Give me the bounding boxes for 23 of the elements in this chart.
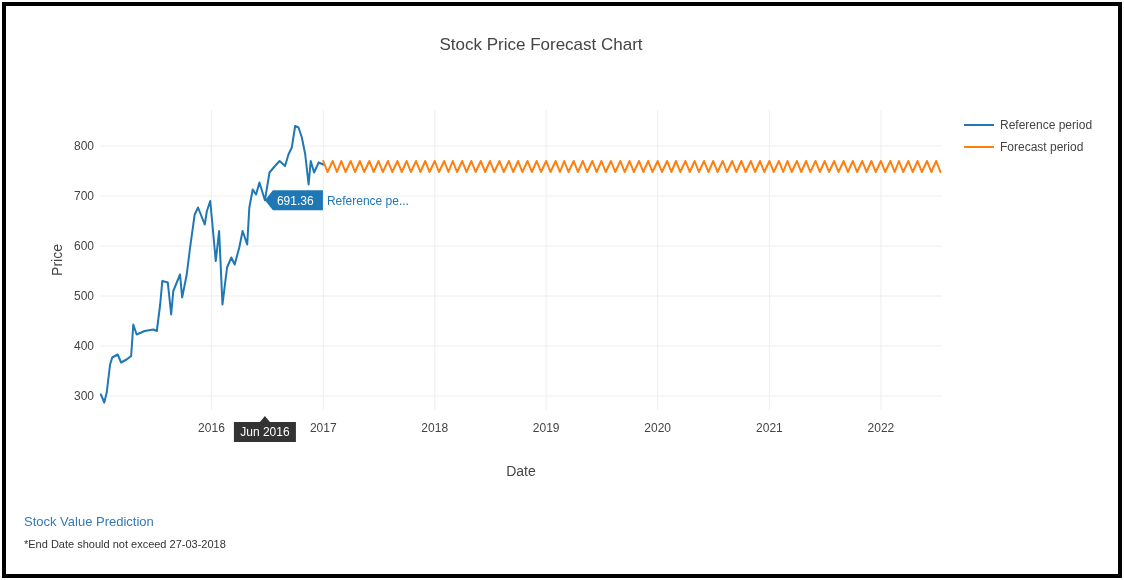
legend-label: Forecast period: [1000, 140, 1084, 155]
x-tick-label: 2021: [756, 421, 784, 435]
chart-title: Stock Price Forecast Chart: [439, 35, 643, 54]
x-tick-label: 2022: [867, 421, 895, 435]
x-tick-label: 2017: [309, 421, 337, 435]
x-tick-label: 2020: [644, 421, 672, 435]
legend-label: Reference period: [1000, 118, 1093, 133]
x-tick-label: 2019: [532, 421, 560, 435]
text: Stock Value Prediction: [24, 514, 154, 529]
y-tick-label: 600: [73, 239, 95, 254]
y-axis-title: Price: [49, 243, 65, 276]
x-tick-label: 2018: [421, 421, 449, 435]
y-tick-label: 300: [73, 389, 95, 404]
annotation: 691.36 Reference pe...: [276, 193, 409, 208]
y-tick-label: 800: [73, 139, 95, 154]
x-axis-title: Date: [506, 463, 536, 479]
y-tick-label: 700: [73, 189, 95, 204]
y-tick-label: 500: [73, 289, 95, 304]
line-series: [99, 125, 325, 404]
x-tick-label: 2016: [198, 421, 226, 435]
text: *End Date should not exceed 27-03-2018: [24, 538, 226, 550]
text: Jun 2016: [240, 425, 290, 440]
y-tick-label: 400: [73, 339, 95, 354]
